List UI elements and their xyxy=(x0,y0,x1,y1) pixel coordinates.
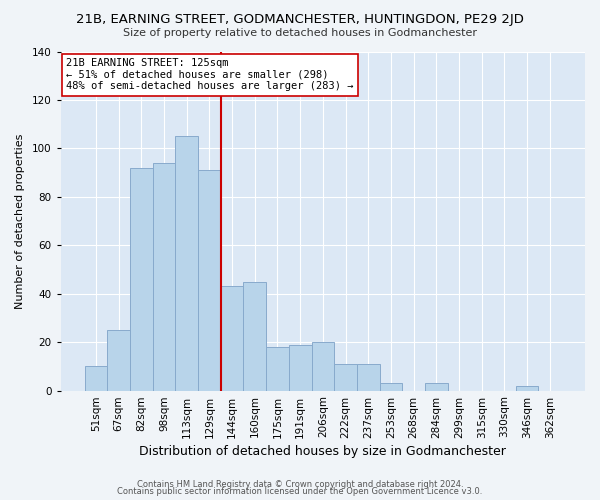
Bar xyxy=(221,286,244,391)
Y-axis label: Number of detached properties: Number of detached properties xyxy=(15,134,25,308)
Bar xyxy=(152,163,175,390)
Bar xyxy=(198,170,221,390)
Bar xyxy=(516,386,538,390)
Text: Contains public sector information licensed under the Open Government Licence v3: Contains public sector information licen… xyxy=(118,487,482,496)
Bar xyxy=(107,330,130,390)
Bar xyxy=(425,384,448,390)
Bar xyxy=(130,168,152,390)
Bar xyxy=(175,136,198,390)
Text: 21B EARNING STREET: 125sqm
← 51% of detached houses are smaller (298)
48% of sem: 21B EARNING STREET: 125sqm ← 51% of deta… xyxy=(66,58,353,92)
Bar xyxy=(244,282,266,391)
Bar xyxy=(85,366,107,390)
Bar xyxy=(311,342,334,390)
Bar xyxy=(380,384,402,390)
Bar xyxy=(289,344,311,391)
Bar xyxy=(266,347,289,391)
Bar xyxy=(334,364,357,390)
Text: Contains HM Land Registry data © Crown copyright and database right 2024.: Contains HM Land Registry data © Crown c… xyxy=(137,480,463,489)
Bar xyxy=(357,364,380,390)
X-axis label: Distribution of detached houses by size in Godmanchester: Distribution of detached houses by size … xyxy=(139,444,506,458)
Text: Size of property relative to detached houses in Godmanchester: Size of property relative to detached ho… xyxy=(123,28,477,38)
Text: 21B, EARNING STREET, GODMANCHESTER, HUNTINGDON, PE29 2JD: 21B, EARNING STREET, GODMANCHESTER, HUNT… xyxy=(76,12,524,26)
